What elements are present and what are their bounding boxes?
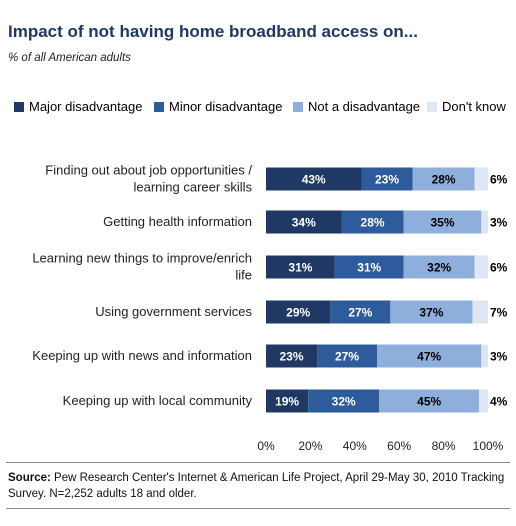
- bar-segment: [481, 210, 488, 234]
- x-tick-label: 100%: [473, 439, 504, 453]
- data-label: 47%: [417, 350, 441, 364]
- category-label: Getting health information: [103, 214, 252, 229]
- source-divider: [6, 462, 510, 463]
- bar-segment: [479, 389, 488, 413]
- data-label: 23%: [375, 173, 399, 187]
- category-label-line: learning career skills: [134, 180, 253, 195]
- legend-swatch-not: [293, 101, 303, 112]
- category-label: Keeping up with news and information: [32, 348, 252, 363]
- bottom-divider: [6, 508, 510, 509]
- data-label: 7%: [490, 306, 508, 320]
- data-label: 3%: [490, 216, 508, 230]
- data-label: 32%: [427, 261, 451, 275]
- data-label: 3%: [490, 350, 508, 364]
- bar-segment: [330, 300, 391, 324]
- chart-subtitle: % of all American adults: [8, 52, 131, 64]
- chart-title: Impact of not having home broadband acce…: [8, 22, 418, 41]
- bar-segment: [472, 300, 488, 324]
- bar-segment: [266, 389, 309, 413]
- data-label: 19%: [275, 395, 299, 409]
- data-label: 6%: [490, 173, 508, 187]
- bar-segment: [317, 344, 377, 368]
- bar-segment: [379, 389, 480, 413]
- bar-segment: [341, 210, 404, 234]
- x-tick-label: 60%: [387, 439, 411, 453]
- x-tick-label: 0%: [257, 439, 275, 453]
- bar-segment: [266, 255, 335, 279]
- category-label-line: Keeping up with local community: [63, 393, 253, 408]
- data-label: 31%: [357, 261, 381, 275]
- category-label-line: Finding out about job opportunities /: [45, 163, 252, 178]
- legend-label-major: Major disadvantage: [29, 99, 143, 114]
- data-label: 27%: [348, 306, 372, 320]
- source-note: Source: Pew Research Center's Internet &…: [8, 470, 508, 502]
- x-tick-label: 80%: [432, 439, 456, 453]
- data-label: 29%: [286, 306, 310, 320]
- bar-segment: [403, 210, 482, 234]
- data-label: 31%: [288, 261, 312, 275]
- data-label: 32%: [332, 395, 356, 409]
- category-label: Keeping up with local community: [63, 393, 253, 408]
- stacked-bar-chart: Finding out about job opportunities / lea…: [32, 163, 508, 454]
- category-label: Finding out about job opportunities / lea…: [45, 163, 252, 195]
- data-label: 4%: [490, 395, 508, 409]
- legend-swatch-minor: [154, 101, 164, 112]
- data-label: 45%: [417, 395, 441, 409]
- data-label: 34%: [292, 216, 316, 230]
- bar-segment: [266, 300, 331, 324]
- legend-label-dontknow: Don't know: [442, 99, 506, 114]
- data-label: 6%: [490, 261, 508, 275]
- data-label: 37%: [419, 306, 443, 320]
- legend-item-minor: Minor disadvantage: [154, 99, 282, 114]
- bar-segment: [481, 344, 488, 368]
- source-text: Pew Research Center's Internet & America…: [8, 472, 505, 500]
- data-label: 23%: [280, 350, 304, 364]
- category-label-line: Learning new things to improve/enrich: [32, 251, 252, 266]
- bar-segment: [377, 344, 482, 368]
- legend-swatch-dontknow: [427, 101, 437, 112]
- x-tick-label: 40%: [343, 439, 367, 453]
- bar-segment: [361, 167, 413, 191]
- data-label: 28%: [432, 173, 456, 187]
- bar-segment: [403, 255, 475, 279]
- legend-item-not: Not a disadvantage: [293, 99, 420, 114]
- data-label: 27%: [335, 350, 359, 364]
- bar-segment: [266, 344, 318, 368]
- category-label: Using government services: [95, 304, 252, 319]
- bar-segment: [308, 389, 380, 413]
- legend-label-minor: Minor disadvantage: [169, 99, 283, 114]
- data-label: 28%: [361, 216, 385, 230]
- category-label: Learning new things to improve/enrich lif…: [32, 251, 252, 283]
- legend-item-dontknow: Don't know: [427, 99, 506, 114]
- category-label-line: Getting health information: [103, 214, 252, 229]
- x-tick-label: 20%: [298, 439, 322, 453]
- legend-swatch-major: [14, 101, 24, 112]
- data-label: 43%: [302, 173, 326, 187]
- source-label: Source:: [8, 472, 51, 484]
- legend-item-major: Major disadvantage: [14, 99, 142, 114]
- bar-segment: [266, 210, 342, 234]
- bar-segment: [334, 255, 404, 279]
- bar-segment: [266, 167, 362, 191]
- data-label: 35%: [430, 216, 454, 230]
- legend-label-not: Not a disadvantage: [308, 99, 421, 114]
- category-label-line: Using government services: [95, 304, 252, 319]
- bar-segment: [474, 255, 488, 279]
- bar-segment: [412, 167, 475, 191]
- bar-segment: [390, 300, 473, 324]
- category-label-line: Keeping up with news and information: [32, 348, 252, 363]
- bar-segment: [474, 167, 488, 191]
- category-label-line: life: [235, 268, 252, 283]
